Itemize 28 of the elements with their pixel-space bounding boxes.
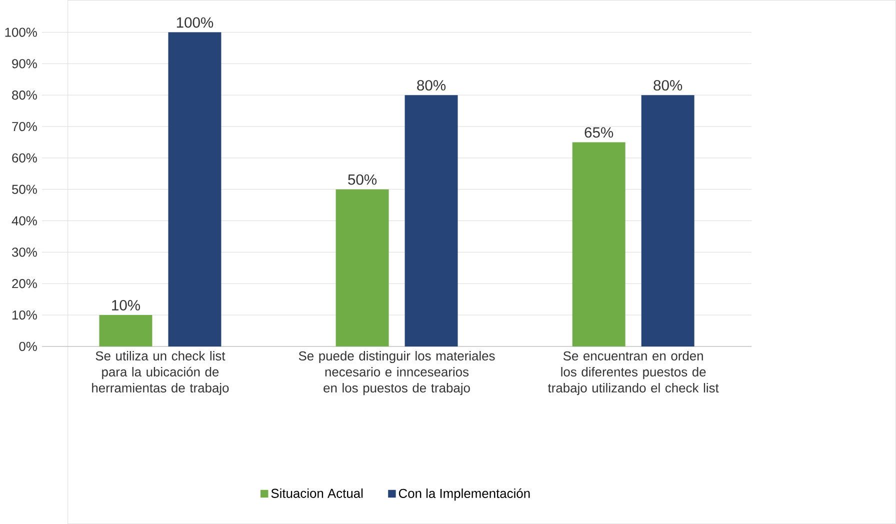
data-label: 80% [417,80,446,90]
legend-label: Con la Implementación [398,488,530,501]
bar [99,314,152,346]
data-label: 100% [176,17,214,28]
data-label: 50% [348,174,377,185]
y-tick-label: 50% [12,184,37,194]
y-tick-label: 80% [12,90,37,100]
x-tick-label: Se puede distinguir los materiales necesario e inncesearios en los puestos de trabajo [298,350,495,396]
y-tick-label: 90% [12,59,37,68]
y-tick-label: 10% [12,310,37,320]
y-tick-label: 40% [12,216,37,226]
x-tick-label: Se encuentran en orden los diferentes puestos de trabajo utilizando el check list [548,350,719,396]
bar [641,95,694,346]
data-label: 80% [654,80,682,90]
data-label: 65% [584,127,614,138]
bar [336,189,389,346]
bar [404,95,458,346]
y-tick-label: 100% [5,28,37,37]
y-tick-label: 0% [19,342,37,351]
y-tick-label: 30% [12,248,37,257]
legend-label: Situacion Actual [271,488,363,498]
y-tick-label: 60% [12,153,37,162]
y-tick-label: 70% [12,122,37,132]
bar [572,142,626,346]
y-tick-label: 20% [12,278,37,288]
x-tick-label: Se utiliza un check list para la ubicación de herramientas de trabajo [92,350,229,396]
bar [168,32,222,346]
data-label: 10% [112,300,140,310]
